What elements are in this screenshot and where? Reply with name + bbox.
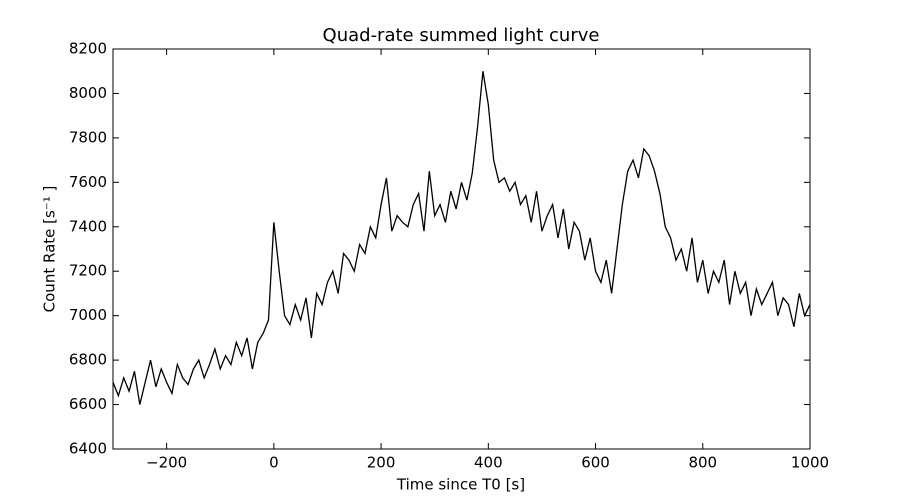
chart-title: Quad-rate summed light curve <box>323 25 600 46</box>
y-tick-label: 7000 <box>69 306 107 324</box>
x-tick-label: 1000 <box>791 454 829 472</box>
y-tick-label: 8200 <box>69 40 107 58</box>
plot-frame <box>112 48 811 450</box>
y-axis-label: Count Rate [s⁻¹ ] <box>41 186 59 313</box>
y-tick-label: 7200 <box>69 262 107 280</box>
y-tick-label: 8000 <box>69 84 107 102</box>
y-tick-label: 7800 <box>69 128 107 146</box>
x-tick-label: −200 <box>146 454 187 472</box>
x-tick-label: 0 <box>269 454 279 472</box>
x-tick-label: 200 <box>367 454 396 472</box>
x-tick-label: 800 <box>688 454 717 472</box>
x-axis-label: Time since T0 [s] <box>396 476 525 494</box>
y-tick-label: 7400 <box>69 217 107 235</box>
line-series <box>112 71 811 405</box>
y-tick-label: 6600 <box>69 395 107 413</box>
x-tick-label: 600 <box>581 454 610 472</box>
y-tick-label: 6400 <box>69 440 107 458</box>
x-tick-label: 400 <box>474 454 503 472</box>
y-tick-label: 7600 <box>69 173 107 191</box>
y-tick-label: 6800 <box>69 351 107 369</box>
